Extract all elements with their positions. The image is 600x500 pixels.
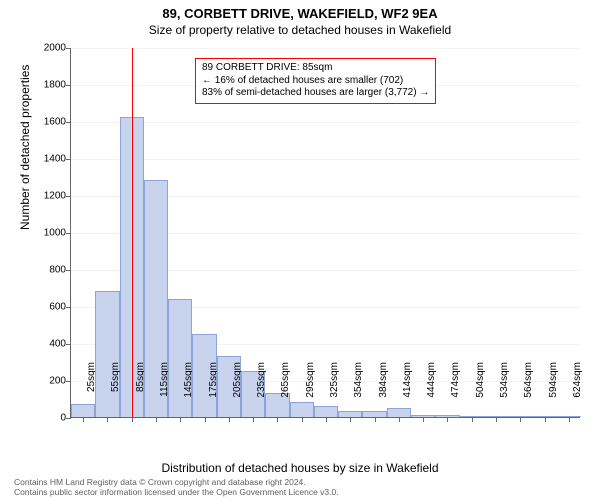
y-tick: [66, 381, 71, 382]
highlight-line: [132, 48, 133, 417]
x-tick-label: 325sqm: [329, 362, 340, 412]
x-tick-label: 354sqm: [353, 362, 364, 412]
x-tick: [399, 417, 400, 422]
x-tick-label: 624sqm: [572, 362, 583, 412]
y-tick-label: 1800: [26, 80, 66, 91]
x-tick: [496, 417, 497, 422]
x-tick: [253, 417, 254, 422]
footer-attribution: Contains HM Land Registry data © Crown c…: [14, 477, 339, 497]
x-tick: [180, 417, 181, 422]
y-axis-label: Number of detached properties: [18, 65, 32, 230]
x-tick: [545, 417, 546, 422]
x-tick: [472, 417, 473, 422]
x-tick-label: 534sqm: [499, 362, 510, 412]
x-tick-label: 295sqm: [305, 362, 316, 412]
y-tick-label: 800: [26, 265, 66, 276]
y-tick: [66, 48, 71, 49]
y-tick: [66, 233, 71, 234]
x-tick-label: 504sqm: [475, 362, 486, 412]
callout-line: ← 16% of detached houses are smaller (70…: [202, 75, 429, 88]
y-tick: [66, 270, 71, 271]
x-tick: [205, 417, 206, 422]
x-tick-label: 474sqm: [450, 362, 461, 412]
x-tick: [107, 417, 108, 422]
callout-line: 89 CORBETT DRIVE: 85sqm: [202, 62, 429, 75]
x-tick: [350, 417, 351, 422]
y-tick-label: 1400: [26, 154, 66, 165]
y-tick-label: 1000: [26, 228, 66, 239]
y-tick-label: 1200: [26, 191, 66, 202]
x-tick: [83, 417, 84, 422]
footer-line: Contains HM Land Registry data © Crown c…: [14, 477, 339, 487]
histogram-chart: 020040060080010001200140016001800200025s…: [70, 48, 580, 418]
x-tick: [447, 417, 448, 422]
x-tick: [229, 417, 230, 422]
callout-box: 89 CORBETT DRIVE: 85sqm← 16% of detached…: [195, 58, 436, 104]
x-tick-label: 564sqm: [523, 362, 534, 412]
x-tick: [520, 417, 521, 422]
x-tick: [132, 417, 133, 422]
y-tick: [66, 85, 71, 86]
y-tick: [66, 122, 71, 123]
x-tick-label: 444sqm: [426, 362, 437, 412]
x-tick: [277, 417, 278, 422]
y-tick: [66, 196, 71, 197]
x-tick: [326, 417, 327, 422]
y-tick: [66, 344, 71, 345]
footer-line: Contains public sector information licen…: [14, 487, 339, 497]
y-tick: [66, 307, 71, 308]
x-tick: [569, 417, 570, 422]
x-tick-label: 414sqm: [402, 362, 413, 412]
y-tick: [66, 159, 71, 160]
callout-line: 83% of semi-detached houses are larger (…: [202, 87, 429, 100]
y-tick-label: 2000: [26, 43, 66, 54]
x-tick-label: 594sqm: [548, 362, 559, 412]
y-tick-label: 0: [26, 413, 66, 424]
x-tick: [302, 417, 303, 422]
y-tick-label: 600: [26, 302, 66, 313]
y-tick: [66, 418, 71, 419]
page-subtitle: Size of property relative to detached ho…: [0, 21, 600, 37]
y-tick-label: 400: [26, 339, 66, 350]
y-tick-label: 200: [26, 376, 66, 387]
grid-line: [71, 122, 580, 123]
x-tick-label: 384sqm: [378, 362, 389, 412]
grid-line: [71, 48, 580, 49]
grid-line: [71, 159, 580, 160]
x-axis-label: Distribution of detached houses by size …: [0, 461, 600, 475]
y-tick-label: 1600: [26, 117, 66, 128]
x-tick: [375, 417, 376, 422]
x-tick: [156, 417, 157, 422]
x-tick: [423, 417, 424, 422]
page-title: 89, CORBETT DRIVE, WAKEFIELD, WF2 9EA: [0, 0, 600, 21]
